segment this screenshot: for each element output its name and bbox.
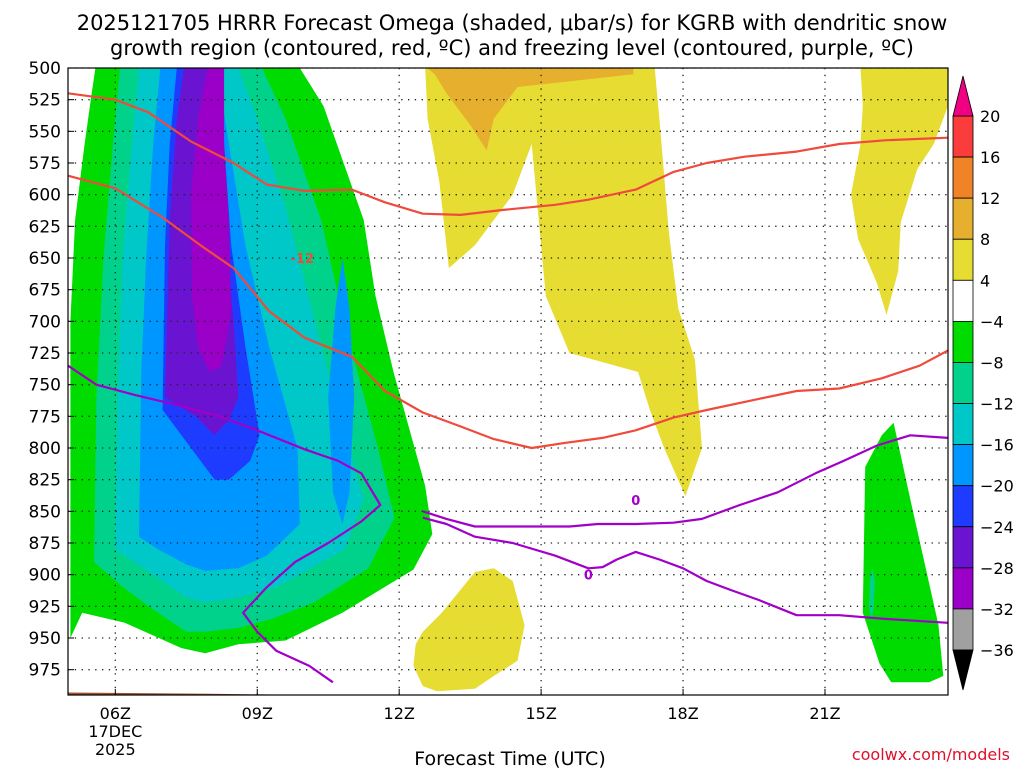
chart-title-line1: 2025121705 HRRR Forecast Omega (shaded, … <box>77 11 948 35</box>
freezing-contour-label-0: 0 <box>631 494 640 509</box>
colorbar-segment-11 <box>952 567 974 610</box>
y-tick-label-4: 600 <box>29 186 61 206</box>
y-tick-label-12: 800 <box>29 439 61 459</box>
colorbar-tick-label-12: −32 <box>980 600 1014 619</box>
omega-region-7 <box>191 68 232 372</box>
y-tick-label-0: 500 <box>29 59 61 79</box>
colorbar-tick-label-3: 8 <box>980 230 990 249</box>
y-tick-label-9: 725 <box>29 344 61 364</box>
plot-frame <box>67 67 949 696</box>
colorbar-segment-6 <box>952 362 974 404</box>
colorbar-tick-label-6: −8 <box>980 353 1004 372</box>
y-tick-label-13: 825 <box>29 471 61 491</box>
colorbar-tick-label-4: 4 <box>980 271 990 290</box>
x-tick-label-5: 21Z <box>809 704 840 723</box>
y-tick-label-19: 975 <box>29 661 61 681</box>
dendritic-contour-0 <box>68 92 948 216</box>
x-tick-label-0: 06Z <box>100 704 131 723</box>
y-tick-label-16: 900 <box>29 566 61 586</box>
omega-region-9 <box>413 568 525 692</box>
colorbar-segment-10 <box>952 526 974 569</box>
colorbar-tick-label-9: −20 <box>980 477 1014 496</box>
y-tick-label-17: 925 <box>29 597 61 617</box>
colorbar-max-arrow <box>952 75 974 117</box>
y-tick-label-2: 550 <box>29 122 61 142</box>
colorbar-segment-1 <box>952 156 974 199</box>
site-credit: coolwx.com/models <box>852 745 1010 764</box>
dendritic-contour-label-0: -12 <box>290 252 314 267</box>
colorbar-segment-5 <box>952 320 974 363</box>
x-tick-label-2: 12Z <box>384 704 415 723</box>
y-tick-label-3: 575 <box>29 154 61 174</box>
colorbar-tick-label-8: −16 <box>980 436 1014 455</box>
colorbar-tick-label-11: −28 <box>980 559 1014 578</box>
omega-region-11 <box>427 68 634 151</box>
axes: 500 525 550 575 600 625 650 675 700 725 750 775 800 8… <box>29 59 949 759</box>
y-tick-label-8: 700 <box>29 312 61 332</box>
y-tick-label-18: 950 <box>29 629 61 649</box>
x-tick-label-3: 15Z <box>525 704 556 723</box>
x-tick-year-0: 2025 <box>95 740 136 759</box>
freezing-contour-label-1: 0 <box>584 569 593 584</box>
y-tick-label-1: 525 <box>29 91 61 111</box>
freezing-contour-2 <box>422 516 948 624</box>
y-tick-label-6: 650 <box>29 249 61 269</box>
omega-region-12 <box>862 422 944 683</box>
colorbar-tick-label-2: 12 <box>980 189 1000 208</box>
omega-region-4 <box>328 258 355 524</box>
colorbar-segment-9 <box>952 485 974 528</box>
plot-area: -12 0 0 <box>68 68 948 695</box>
y-tick-label-5: 625 <box>29 217 61 237</box>
x-tick-date-0: 17DEC <box>88 722 142 741</box>
colorbar-segment-4 <box>952 279 974 322</box>
dendritic-contour-1 <box>68 174 948 450</box>
x-tick-label-4: 18Z <box>667 704 698 723</box>
freezing-contour-0 <box>68 364 382 684</box>
colorbar-tick-label-0: 20 <box>980 107 1000 126</box>
y-tick-label-7: 675 <box>29 281 61 301</box>
colorbar-min-arrow <box>952 649 974 691</box>
colorbar-tick-label-7: −12 <box>980 395 1014 414</box>
colorbar-segment-8 <box>952 444 974 487</box>
colorbar-segment-12 <box>952 608 974 651</box>
x-tick-label-1: 09Z <box>242 704 273 723</box>
x-axis-label: Forecast Time (UTC) <box>414 748 605 768</box>
colorbar-tick-label-1: 16 <box>980 148 1000 167</box>
colorbar: 20 16 12 8 4 −4 −8 −12 −16 −20 −24 −28 −32 −36 <box>952 75 1014 691</box>
y-tick-label-15: 875 <box>29 534 61 554</box>
colorbar-tick-label-5: −4 <box>980 312 1004 331</box>
colorbar-segment-0 <box>952 115 974 158</box>
omega-region-10 <box>851 68 948 315</box>
colorbar-segment-3 <box>952 238 974 281</box>
y-tick-label-14: 850 <box>29 502 61 522</box>
terrain-fill <box>68 692 305 695</box>
colorbar-segment-2 <box>952 197 974 240</box>
omega-region-8 <box>425 68 702 497</box>
colorbar-segment-7 <box>952 403 974 446</box>
freezing-contour-1 <box>422 434 948 528</box>
y-tick-label-10: 750 <box>29 376 61 396</box>
y-tick-label-11: 775 <box>29 407 61 427</box>
colorbar-tick-label-13: −36 <box>980 641 1014 660</box>
chart-title-line2: growth region (contoured, red, ºC) and f… <box>110 36 914 60</box>
colorbar-tick-label-10: −24 <box>980 518 1014 537</box>
